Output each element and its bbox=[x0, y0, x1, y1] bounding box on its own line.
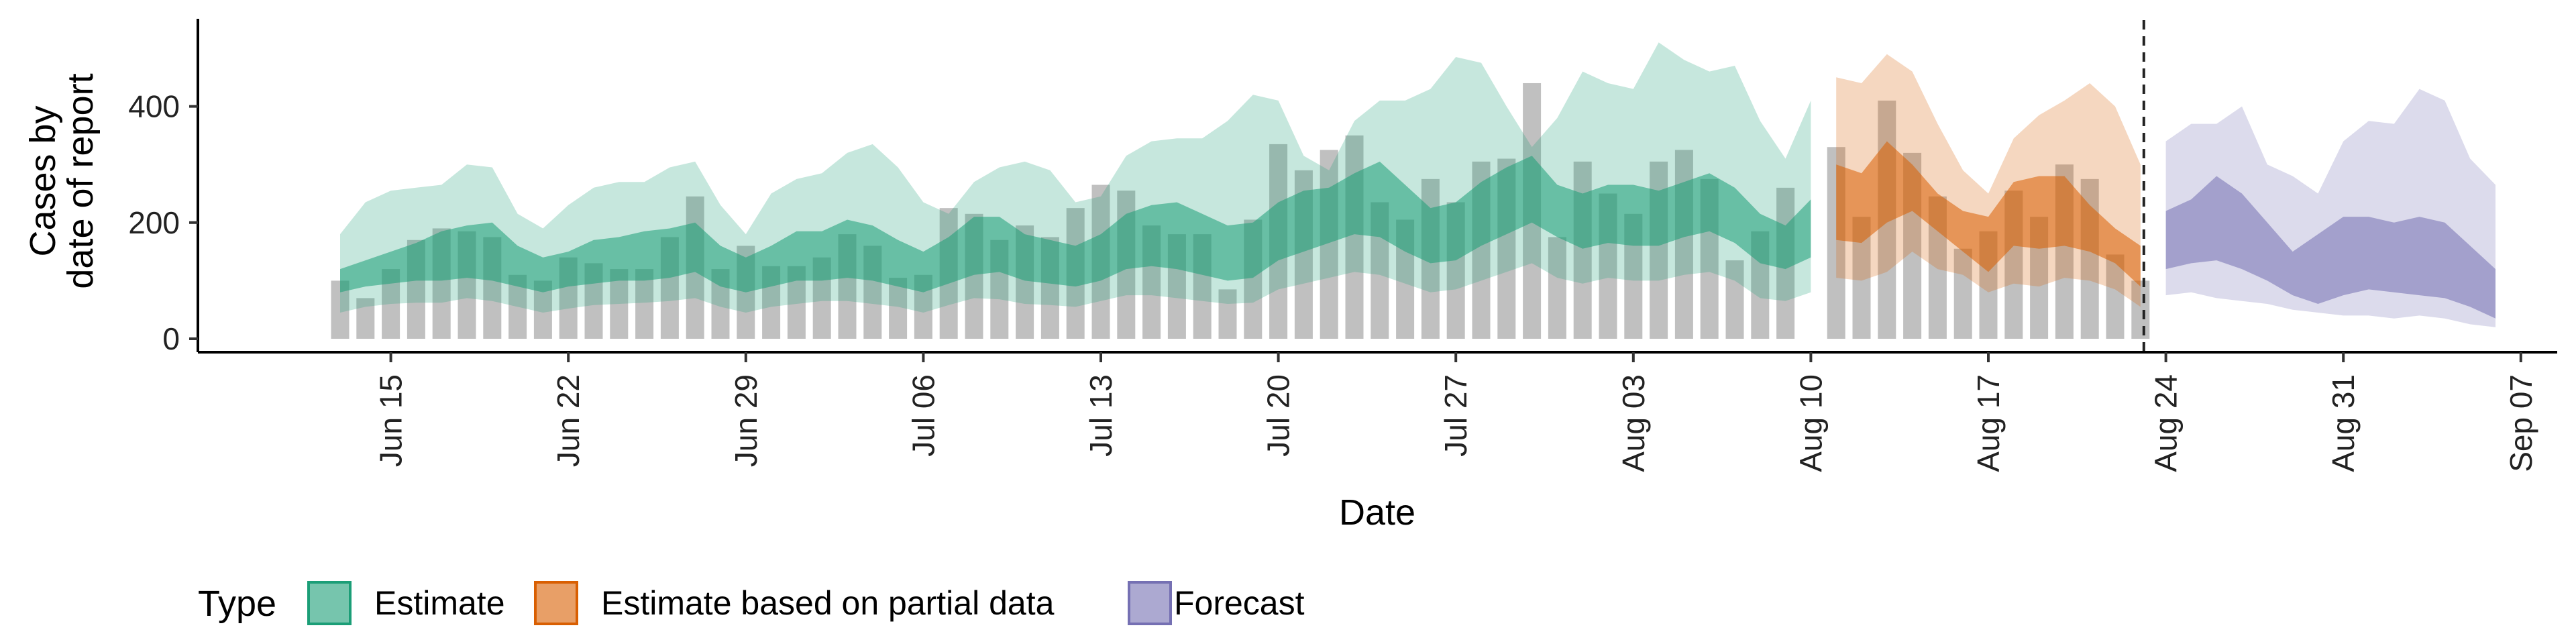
reported-cases-bar bbox=[1548, 237, 1566, 339]
x-ticks: Jun 15 Jun 22 Jun 29 Jul 06 Jul 13 Jul 20 Jul … bbox=[374, 352, 2538, 472]
x-tick-label: Jul 20 bbox=[1261, 374, 1296, 457]
x-tick-label: Aug 31 bbox=[2326, 374, 2361, 472]
x-tick-label: Jun 15 bbox=[374, 374, 409, 467]
x-tick-label: Jul 27 bbox=[1438, 374, 1473, 457]
reported-cases-bar bbox=[1573, 161, 1592, 339]
x-axis-label: Date bbox=[1339, 492, 1415, 533]
legend-label-partial: Estimate based on partial data bbox=[601, 584, 1055, 622]
legend: Type Estimate Estimate based on partial … bbox=[198, 581, 1305, 625]
y-tick-label: 0 bbox=[162, 321, 180, 356]
legend-title: Type bbox=[198, 584, 276, 624]
estimate-based-on-partial-data-band-50 bbox=[1836, 141, 2141, 287]
reported-cases-bar bbox=[356, 298, 375, 339]
estimate-bands bbox=[340, 42, 2496, 327]
forecast-band-50 bbox=[2165, 176, 2496, 319]
reported-cases-bar bbox=[1345, 135, 1364, 339]
x-tick-label: Jul 13 bbox=[1083, 374, 1118, 457]
legend-swatch-partial bbox=[534, 581, 578, 625]
y-tick-label: 400 bbox=[128, 89, 180, 124]
x-tick-label: Jul 06 bbox=[906, 374, 941, 457]
reported-cases-bar bbox=[889, 278, 908, 339]
legend-label-forecast: Forecast bbox=[1174, 584, 1305, 622]
x-tick-label: Aug 10 bbox=[1793, 374, 1828, 472]
y-axis-label-line1: Cases by bbox=[23, 105, 63, 256]
y-ticks: 0 200 400 bbox=[128, 89, 198, 356]
reported-cases-bar bbox=[1218, 289, 1237, 339]
legend-swatch-estimate bbox=[307, 581, 352, 625]
legend-swatch-forecast bbox=[1128, 581, 1172, 625]
y-axis-label-line2: date of report bbox=[60, 73, 101, 288]
reported-cases-bar bbox=[2131, 280, 2150, 339]
x-tick-label: Jun 29 bbox=[729, 374, 763, 467]
x-tick-label: Aug 03 bbox=[1616, 374, 1651, 472]
x-tick-label: Sep 07 bbox=[2504, 374, 2538, 472]
reported-cases-bar bbox=[1725, 260, 1744, 339]
x-tick-label: Jun 22 bbox=[551, 374, 586, 467]
legend-label-estimate: Estimate bbox=[374, 584, 505, 622]
x-tick-label: Aug 17 bbox=[1971, 374, 2006, 472]
reported-cases-bar bbox=[1953, 248, 1972, 339]
x-tick-label: Aug 24 bbox=[2149, 374, 2184, 472]
y-tick-label: 200 bbox=[128, 205, 180, 240]
estimate-band-50 bbox=[340, 156, 1811, 292]
